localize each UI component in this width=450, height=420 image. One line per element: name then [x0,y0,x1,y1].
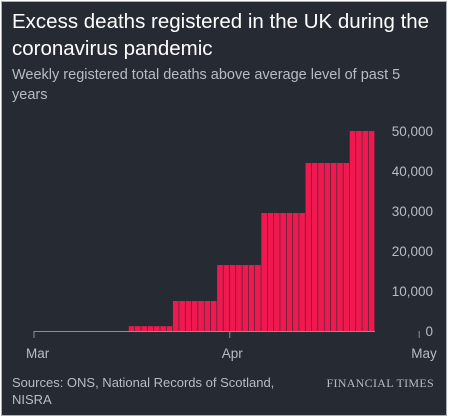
bar [280,213,286,331]
bar [153,326,160,331]
bar [242,265,249,331]
y-tick-label: 20,000 [392,244,433,259]
source-note: Sources: ONS, National Records of Scotla… [12,375,275,407]
x-tick-label: May [411,346,437,361]
bar [135,326,141,331]
bar [349,131,356,331]
bar [267,213,274,331]
bar [223,265,230,331]
chart-title: Excess deaths registered in the UK durin… [12,10,430,60]
bar [343,163,350,331]
y-tick-label: 10,000 [392,284,433,299]
bar [236,265,242,331]
bar [337,163,343,331]
bar [318,163,324,331]
bar [185,301,192,331]
bar [273,213,280,331]
bar [330,163,337,331]
bar [261,213,268,331]
bar [141,326,148,331]
bar [229,265,236,331]
y-tick-label: 40,000 [392,164,433,179]
bar [128,326,135,331]
y-tick-label: 0 [425,324,433,339]
y-tick-label: 50,000 [392,124,433,139]
bar [204,301,211,331]
bar [210,301,217,331]
bar [172,301,179,331]
bar [248,265,255,331]
bar [147,326,154,331]
bar [217,265,223,331]
x-tick-label: Apr [222,346,244,361]
brand-logo: FINANCIAL TIMES [326,376,434,390]
bar [356,131,362,331]
chart-card: Excess deaths registered in the UK durin… [1,1,447,416]
x-tick-label: Mar [26,346,50,361]
bar-chart: 0 10,000 20,000 30,000 40,000 50,000 Mar Apr May [26,124,437,361]
y-tick-label: 30,000 [392,204,433,219]
bar [179,301,185,331]
bar [324,163,331,331]
bar [362,131,369,331]
bar [160,326,167,331]
bar [198,301,204,331]
bar [255,265,261,331]
bar [286,213,293,331]
bar [311,163,318,331]
bar [305,163,312,331]
bar [299,213,305,331]
bar [292,213,299,331]
bar [191,301,198,331]
chart-subtitle: Weekly registered total deaths above ave… [12,67,401,103]
bar [166,326,173,331]
bar [368,131,375,331]
